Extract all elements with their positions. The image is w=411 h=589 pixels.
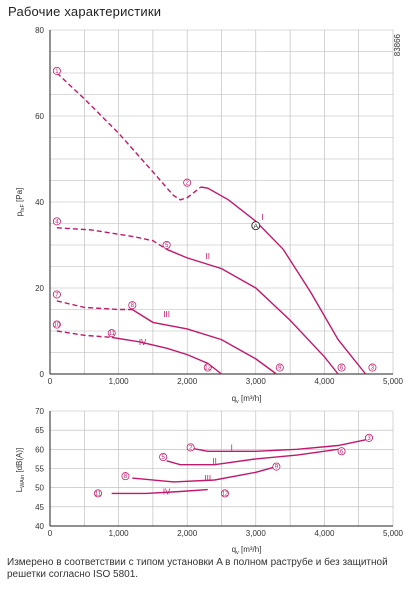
- chart2-marker-3: 3: [367, 436, 371, 442]
- chart1-series-II-dashed: [56, 227, 167, 250]
- chart2-y-tick-label: 70: [35, 407, 44, 416]
- chart1-series-IV-dashed: [56, 330, 112, 339]
- chart2-curve-label-IV: IV: [163, 488, 171, 497]
- chart2-y-tick-label: 40: [35, 522, 44, 531]
- chart1-x-tick-label: 3,000: [246, 377, 267, 386]
- chart2-marker-12: 12: [222, 491, 229, 497]
- chart1-x-tick-label: 2,000: [177, 377, 198, 386]
- chart2-curve-label-II: II: [212, 457, 216, 466]
- chart2-y-tick-label: 45: [35, 503, 44, 512]
- chart1-x-tick-label: 4,000: [314, 377, 335, 386]
- chart1-x-tick-label: 1,000: [109, 377, 130, 386]
- chart2-marker-11-circle: [94, 489, 103, 498]
- chart2-y-tick-label: 65: [35, 426, 44, 435]
- chart1-marker-11: 11: [109, 331, 116, 337]
- chart2-x-tick-label: 2,000: [177, 529, 198, 538]
- chart2-marker-9-circle: [272, 462, 281, 471]
- chart1-y-tick-label: 0: [40, 370, 45, 379]
- chart1-marker-5-circle: [162, 240, 171, 249]
- chart2-marker-11: 11: [95, 491, 102, 497]
- chart1-marker-1: 1: [55, 69, 59, 75]
- chart1-y-tick-label: 60: [35, 112, 44, 121]
- chart-title: Рабочие характеристики: [8, 4, 162, 19]
- chart1-curve-label-I: I: [262, 213, 264, 222]
- chart2-marker-6: 6: [340, 449, 344, 455]
- chart2-marker-3-circle: [364, 433, 373, 442]
- chart1-y-tick-label: 20: [35, 284, 44, 293]
- chart1-x-axis-label: qv [m³/h]: [232, 394, 262, 405]
- chart1-marker-10: 10: [54, 323, 61, 329]
- chart2-marker-2-circle: [186, 443, 195, 452]
- chart2-series-I-line: [187, 439, 366, 452]
- chart2-marker-12-circle: [220, 489, 229, 498]
- chart2-marker-9: 9: [275, 465, 279, 471]
- chart1-operating-point-circle: [251, 221, 261, 231]
- chart1-y-tick-label: 40: [35, 198, 44, 207]
- chart1-operating-point-A: A: [254, 223, 259, 230]
- chart2-marker-5-circle: [159, 452, 168, 461]
- chart2-x-tick-label: 0: [48, 529, 53, 538]
- chart-code: 83866: [393, 33, 402, 56]
- chart1-marker-10-circle: [52, 320, 61, 329]
- chart1-marker-2-circle: [183, 178, 192, 187]
- chart2-y-tick-label: 50: [35, 484, 44, 493]
- chart1-y-axis-label: pfsF [Pa]: [15, 188, 26, 217]
- chart1-marker-4-circle: [52, 217, 61, 226]
- chart2-y-axis-label: LWAin [dB(A)]: [15, 448, 26, 493]
- chart1-series-I-dashed: [56, 72, 202, 201]
- chart1-marker-7-circle: [52, 290, 61, 299]
- chart1-marker-3-circle: [368, 363, 377, 372]
- chart1-marker-3: 3: [371, 366, 375, 372]
- chart1-marker-6: 6: [340, 366, 344, 372]
- chart1-series-III-line: [131, 308, 277, 375]
- chart2-marker-8-circle: [121, 472, 130, 481]
- chart2-x-tick-label: 3,000: [246, 529, 267, 538]
- chart2-x-tick-label: 1,000: [109, 529, 130, 538]
- chart1-series-I-line: [200, 186, 367, 375]
- chart2-x-axis-label: qv [m³/h]: [232, 545, 262, 555]
- chart1-x-tick-label: 0: [48, 377, 53, 386]
- chart2-y-tick-label: 60: [35, 445, 44, 454]
- chart2-curve-label-I: I: [231, 443, 233, 452]
- chart2-series-IV-line: [111, 488, 208, 495]
- chart2-series-II-line: [166, 448, 339, 466]
- chart1-series-III-dashed: [56, 300, 133, 311]
- chart1-marker-8-circle: [128, 301, 137, 310]
- chart2-x-tick-label: 5,000: [383, 529, 404, 538]
- chart1-marker-4: 4: [55, 219, 59, 225]
- chart1-y-tick-label: 80: [35, 26, 44, 35]
- chart1-marker-5: 5: [165, 243, 169, 249]
- chart1-marker-1-circle: [52, 66, 61, 75]
- chart1-curve-label-III: III: [163, 310, 170, 319]
- chart1-series-II-line: [166, 248, 339, 375]
- chart2-y-tick-label: 55: [35, 465, 44, 474]
- chart1-marker-2: 2: [186, 181, 190, 187]
- chart1-marker-12-circle: [203, 363, 212, 372]
- chart1-marker-6-circle: [337, 363, 346, 372]
- chart1-marker-7: 7: [55, 292, 59, 298]
- chart1-curve-label-II: II: [206, 252, 210, 261]
- chart1-marker-12: 12: [204, 366, 211, 372]
- chart2-marker-8: 8: [124, 474, 128, 480]
- chart2-curve-label-III: III: [204, 474, 211, 483]
- chart2-series-III-line: [132, 465, 277, 483]
- chart1-marker-9: 9: [278, 366, 282, 372]
- chart2-marker-6-circle: [337, 447, 346, 456]
- chart1-marker-11-circle: [107, 329, 116, 338]
- chart2-x-tick-label: 4,000: [314, 529, 335, 538]
- chart1-x-tick-label: 5,000: [383, 377, 404, 386]
- chart2-marker-2: 2: [189, 445, 193, 451]
- chart1-curve-label-IV: IV: [139, 338, 147, 347]
- chart2-marker-5: 5: [162, 455, 166, 461]
- chart1-marker-9-circle: [275, 363, 284, 372]
- chart1-marker-8: 8: [131, 303, 135, 309]
- measurement-footnote: Измерено в соответствии с типом установк…: [7, 557, 388, 580]
